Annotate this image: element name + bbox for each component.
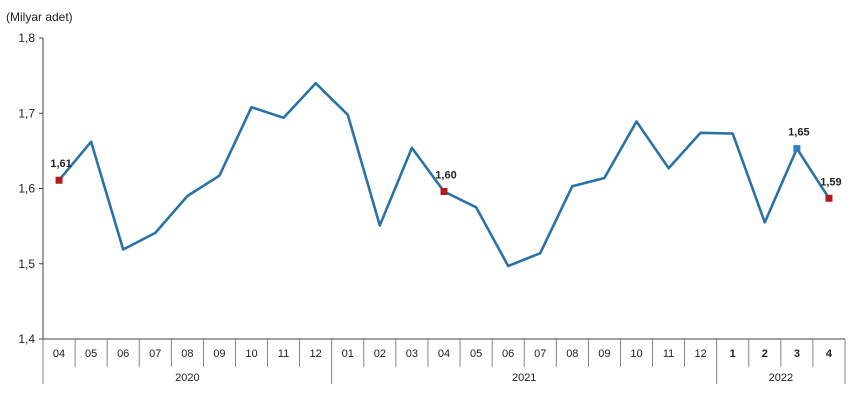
x-tick-label: 09 xyxy=(213,348,225,360)
x-tick-label: 01 xyxy=(342,348,354,360)
x-tick-label: 1 xyxy=(730,348,736,360)
y-tick-label: 1,8 xyxy=(18,31,35,45)
x-tick-label: 06 xyxy=(117,348,129,360)
year-label: 2021 xyxy=(512,372,536,384)
x-tick-label: 10 xyxy=(245,348,257,360)
x-tick-label: 11 xyxy=(278,348,289,360)
x-tick-label: 05 xyxy=(470,348,482,360)
x-tick-label: 2 xyxy=(762,348,768,360)
data-label: 1,59 xyxy=(820,176,841,188)
x-tick-label: 05 xyxy=(85,348,97,360)
data-marker xyxy=(440,188,448,196)
y-tick-label: 1,7 xyxy=(18,106,35,120)
x-tick-label: 06 xyxy=(502,348,514,360)
x-tick-label: 4 xyxy=(826,348,833,360)
y-tick-label: 1,6 xyxy=(18,182,35,196)
year-label: 2020 xyxy=(175,372,199,384)
x-tick-label: 02 xyxy=(374,348,386,360)
data-label: 1,61 xyxy=(50,158,71,170)
data-label: 1,60 xyxy=(435,170,456,182)
x-tick-label: 07 xyxy=(534,348,546,360)
x-tick-label: 10 xyxy=(630,348,642,360)
data-marker xyxy=(793,145,801,153)
x-tick-label: 08 xyxy=(181,348,193,360)
x-tick-label: 07 xyxy=(149,348,161,360)
x-tick-label: 09 xyxy=(598,348,610,360)
x-tick-label: 04 xyxy=(53,348,65,360)
year-label: 2022 xyxy=(769,372,793,384)
data-marker xyxy=(825,194,833,202)
x-tick-label: 12 xyxy=(695,348,707,360)
data-marker xyxy=(55,176,63,184)
x-tick-label: 3 xyxy=(794,348,800,360)
y-tick-label: 1,5 xyxy=(18,257,35,271)
x-tick-label: 12 xyxy=(310,348,322,360)
x-tick-label: 04 xyxy=(438,348,450,360)
x-tick-label: 11 xyxy=(663,348,674,360)
data-label: 1,65 xyxy=(788,127,809,139)
x-tick-label: 03 xyxy=(406,348,418,360)
y-tick-label: 1,4 xyxy=(18,332,35,346)
y-axis-label: (Milyar adet) xyxy=(6,10,73,24)
x-tick-label: 08 xyxy=(566,348,578,360)
